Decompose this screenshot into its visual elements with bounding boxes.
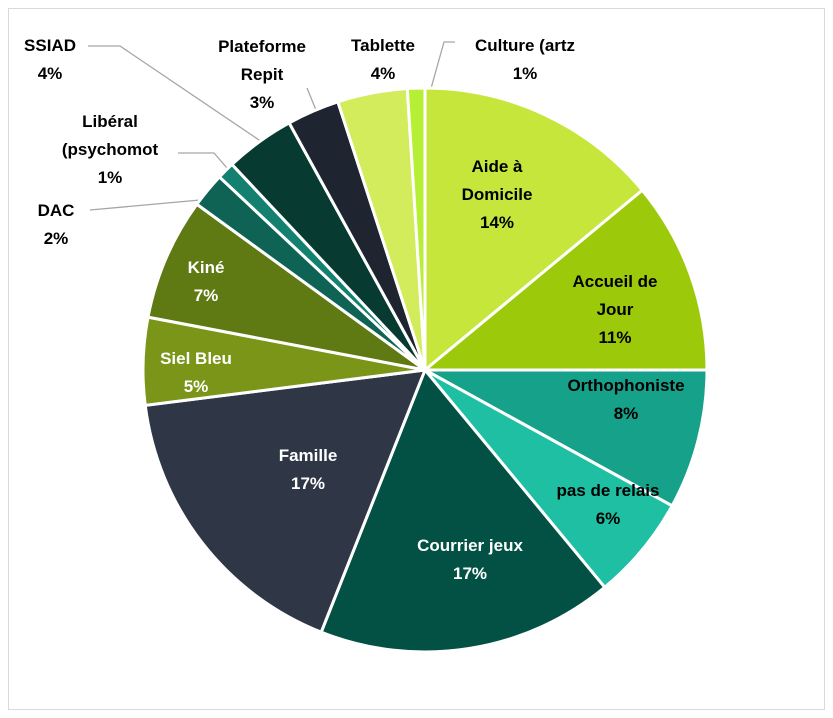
chart-frame <box>8 8 825 710</box>
category-label: Siel Bleu <box>160 349 232 368</box>
category-label: Culture (artz <box>474 36 576 55</box>
slice-label: Siel Bleu 5% <box>136 345 256 401</box>
pie-slice <box>423 86 645 374</box>
slice-label: Plateforme Repit 3% <box>207 33 317 117</box>
category-label: Kiné <box>187 258 225 277</box>
category-label: Aide à Domicile <box>461 157 533 204</box>
value-label: 2% <box>43 229 69 248</box>
value-label: 8% <box>613 404 639 423</box>
category-label: Libéral (psychomot <box>61 112 159 159</box>
value-label: 17% <box>452 564 488 583</box>
slice-label: Tablette 4% <box>333 32 433 88</box>
category-label: Courrier jeux <box>417 536 523 555</box>
pie-slice <box>424 368 709 508</box>
value-label: 7% <box>193 286 219 305</box>
slice-label: Famille 17% <box>248 442 368 498</box>
value-label: 11% <box>598 328 632 347</box>
pie-slice <box>319 367 607 654</box>
value-label: 17% <box>290 474 326 493</box>
category-label: DAC <box>37 201 75 220</box>
slice-label: DAC 2% <box>26 197 86 253</box>
slice-label: Orthophoniste 8% <box>556 372 696 428</box>
category-label: Famille <box>278 446 338 465</box>
value-label: 4% <box>370 64 396 83</box>
value-label: 1% <box>97 168 123 187</box>
slice-label: Libéral (psychomot 1% <box>55 108 165 192</box>
pie-slice <box>420 188 709 372</box>
category-label: SSIAD <box>24 36 76 55</box>
category-label: pas de relais <box>556 481 660 500</box>
slice-label: Courrier jeux 17% <box>385 532 555 588</box>
category-label: Tablette <box>351 36 415 55</box>
slice-label: Accueil de Jour 11% <box>563 268 668 352</box>
pie-slice <box>143 368 428 635</box>
value-label: 4% <box>37 64 63 83</box>
value-label: 3% <box>249 93 275 112</box>
value-label: 14% <box>479 213 515 232</box>
category-label: Plateforme Repit <box>218 37 306 84</box>
category-label: Orthophoniste <box>567 376 685 395</box>
pie-slice <box>405 86 427 371</box>
slice-label: Kiné 7% <box>166 254 246 310</box>
slice-label: Aide à Domicile 14% <box>450 153 545 237</box>
slice-label: SSIAD 4% <box>15 32 85 88</box>
slice-label: pas de relais 6% <box>543 477 673 533</box>
value-label: 6% <box>595 509 621 528</box>
slice-label: Culture (artz 1% <box>455 32 595 88</box>
value-label: 5% <box>183 377 209 396</box>
pie-slice <box>146 202 426 372</box>
category-label: Accueil de Jour <box>572 272 658 319</box>
value-label: 1% <box>512 64 538 83</box>
